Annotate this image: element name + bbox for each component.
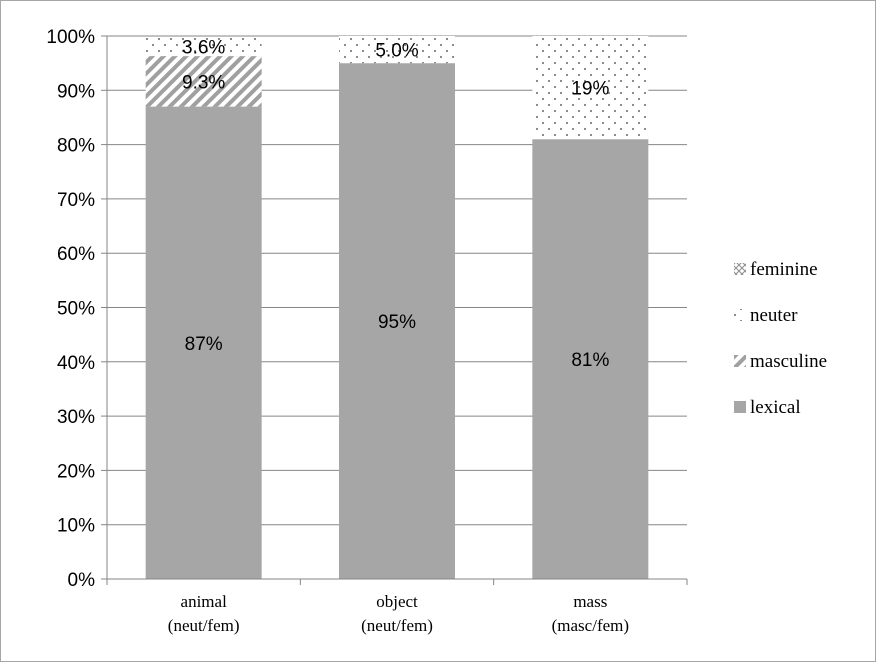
data-label-lexical: 87% [185,334,223,355]
y-tick-label: 100% [46,27,95,48]
legend-swatch-masculine [734,355,746,367]
x-tick-label: object [376,592,418,611]
legend-label-masculine: masculine [750,351,827,372]
legend-label-neuter: neuter [750,305,798,326]
y-tick-label: 60% [57,244,95,265]
y-tick-label: 90% [57,81,95,102]
x-tick-label: (neut/fem) [168,616,240,635]
data-label-lexical: 95% [378,312,416,333]
legend-label-lexical: lexical [750,397,801,418]
legend-label-feminine: feminine [750,259,818,280]
bar-segment-neuter [145,36,262,57]
legend-swatch-feminine [734,263,746,275]
x-tick-label: mass [573,592,607,611]
x-tick-label: (masc/fem) [552,616,629,635]
data-label-neuter: 19% [571,79,609,100]
bar-segment-neuter [339,36,455,64]
x-tick-label: (neut/fem) [361,616,433,635]
data-label-masculine: 9.3% [182,72,225,93]
y-tick-label: 10% [57,516,95,537]
y-tick-label: 50% [57,299,95,320]
legend-swatch-neuter [734,309,746,321]
bar-segment-lexical [532,139,649,580]
data-label-lexical: 81% [571,350,609,371]
y-tick-label: 0% [68,570,96,591]
y-tick-label: 40% [57,353,95,374]
y-tick-label: 70% [57,190,95,211]
data-label-neuter: 3.6% [182,37,225,58]
data-label-neuter: 5.0% [375,41,418,62]
bar-segment-masculine [145,56,262,107]
y-tick-label: 20% [57,461,95,482]
x-tick-label: animal [181,592,228,611]
y-tick-label: 80% [57,136,95,157]
y-tick-label: 30% [57,407,95,428]
bar-segment-lexical [145,106,262,579]
bar-segment-neuter [532,36,649,140]
bar-segment-lexical [339,63,455,579]
legend-swatch-lexical [734,401,746,413]
